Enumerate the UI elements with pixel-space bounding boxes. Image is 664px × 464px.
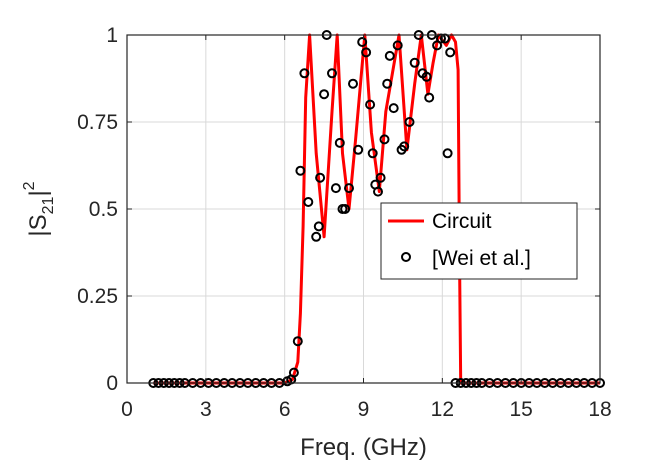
data-point-reference	[327, 68, 337, 79]
y-tick-label: 0.25	[77, 285, 118, 308]
y-axis-label-main: |S	[25, 214, 52, 236]
data-point-reference	[404, 117, 415, 127]
data-point-reference	[367, 148, 378, 159]
data-point-reference	[382, 78, 393, 89]
legend: Circuit [Wei et al.]	[380, 202, 578, 280]
data-point-reference	[365, 99, 376, 110]
data-point-reference	[311, 231, 322, 242]
data-point-reference	[379, 134, 390, 145]
legend-box	[380, 202, 578, 280]
data-point-reference	[299, 68, 310, 79]
y-axis-label: |S21|2	[21, 181, 57, 236]
data-point-reference	[295, 165, 306, 176]
data-point-reference	[303, 197, 314, 207]
data-point-reference	[330, 183, 341, 194]
x-tick-label: 18	[588, 398, 611, 421]
x-tick-label: 9	[358, 398, 370, 421]
x-tick-label: 6	[279, 398, 291, 421]
tick-labels: 0 3 6 9 12 15 18 0 0.25 0.5 0.75 1	[77, 24, 612, 421]
y-tick-label: 1	[106, 24, 118, 47]
data-point-reference	[399, 141, 410, 152]
data-point-reference	[334, 137, 345, 148]
data-point-reference	[421, 71, 432, 82]
y-tick-label: 0	[106, 372, 118, 395]
data-point-reference	[288, 367, 299, 378]
data-point-reference	[409, 57, 420, 68]
x-tick-label: 3	[200, 398, 212, 421]
data-point-reference	[373, 186, 383, 197]
data-point-reference	[344, 183, 354, 194]
x-tick-label: 12	[431, 398, 454, 421]
data-point-reference	[424, 92, 435, 103]
data-point-reference	[392, 40, 403, 51]
data-point-reference	[292, 336, 303, 347]
data-point-reference	[319, 89, 330, 100]
axes	[126, 34, 601, 384]
data-point-reference	[384, 50, 395, 61]
data-point-reference	[357, 37, 368, 47]
data-point-reference	[313, 221, 324, 232]
data-point-reference	[340, 204, 351, 214]
data-point-reference	[353, 144, 364, 155]
y-tick-label: 0.75	[77, 111, 118, 134]
data-point-reference	[315, 172, 326, 183]
y-tick-label: 0.5	[89, 198, 118, 221]
data-point-reference	[361, 47, 372, 58]
y-axis-label-tail: |	[25, 190, 52, 196]
data-point-reference	[388, 103, 399, 114]
x-axis-label: Freq. (GHz)	[300, 434, 427, 461]
x-tick-label: 15	[509, 398, 532, 421]
data-point-reference	[442, 148, 453, 159]
y-axis-label-superscript: 2	[21, 181, 38, 190]
legend-label-circuit: Circuit	[432, 210, 492, 233]
legend-label-reference: [Wei et al.]	[432, 247, 531, 270]
series-line-circuit	[153, 33, 600, 385]
data-point-reference	[445, 47, 456, 58]
x-tick-label: 0	[121, 398, 133, 421]
data-point-reference	[375, 172, 386, 183]
y-axis-label-subscript: 21	[40, 196, 57, 214]
legend-reference-marker-sample	[401, 252, 411, 262]
data-point-reference	[348, 78, 358, 89]
